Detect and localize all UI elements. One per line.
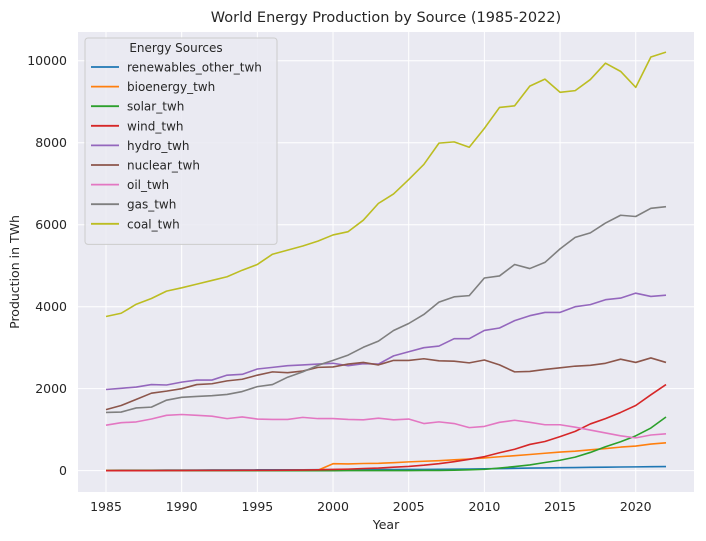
x-axis-label: Year: [372, 517, 400, 532]
legend-entry: oil_twh: [127, 178, 169, 192]
y-tick-label: 10000: [27, 53, 67, 68]
legend-items: renewables_other_twh bioenergy_twh solar_t…: [91, 61, 262, 231]
legend-entry: bioenergy_twh: [127, 80, 215, 94]
legend: Energy Sources renewables_other_twhbioen…: [84, 37, 278, 245]
series-line-coal_twh: [105, 51, 667, 318]
series-lines: [105, 51, 667, 472]
legend-entry: solar_twh: [127, 100, 184, 114]
y-tick-label: 6000: [35, 217, 67, 232]
x-tick-label: 1990: [166, 499, 198, 514]
series-line-nuclear_twh: [105, 357, 667, 411]
y-tick-label: 8000: [35, 135, 67, 150]
series-line-gas_twh: [105, 205, 667, 414]
series-line-wind_twh: [106, 383, 667, 472]
y-axis-ticks: 0 2000 4000 6000 8000 10000: [27, 53, 67, 478]
y-tick-label: 4000: [35, 299, 67, 314]
legend-entry: hydro_twh: [127, 139, 189, 153]
legend-entry: gas_twh: [127, 198, 176, 212]
series-line-hydro_twh: [105, 292, 667, 391]
series-line-oil_twh: [105, 413, 667, 439]
x-tick-label: 1995: [241, 499, 273, 514]
y-tick-label: 2000: [35, 381, 67, 396]
chart-title: World Energy Production by Source (1985-…: [211, 10, 561, 26]
legend-entry: wind_twh: [127, 119, 184, 133]
x-axis-ticks: 1985 1990 1995 2000 2005 2010 2015 2020: [90, 499, 652, 514]
x-tick-label: 2000: [317, 499, 349, 514]
x-tick-label: 1985: [90, 499, 122, 514]
x-tick-label: 2015: [544, 499, 576, 514]
x-tick-label: 2005: [393, 499, 425, 514]
y-tick-label: 0: [59, 463, 67, 478]
legend-entry: renewables_other_twh: [127, 61, 262, 75]
legend-box: [84, 37, 278, 245]
y-axis-label: Production in TWh: [7, 215, 22, 329]
legend-entry: coal_twh: [127, 217, 180, 231]
x-tick-label: 2010: [468, 499, 500, 514]
x-tick-label: 2020: [620, 499, 652, 514]
legend-entry: nuclear_twh: [127, 159, 200, 173]
legend-title: Energy Sources: [129, 41, 222, 55]
